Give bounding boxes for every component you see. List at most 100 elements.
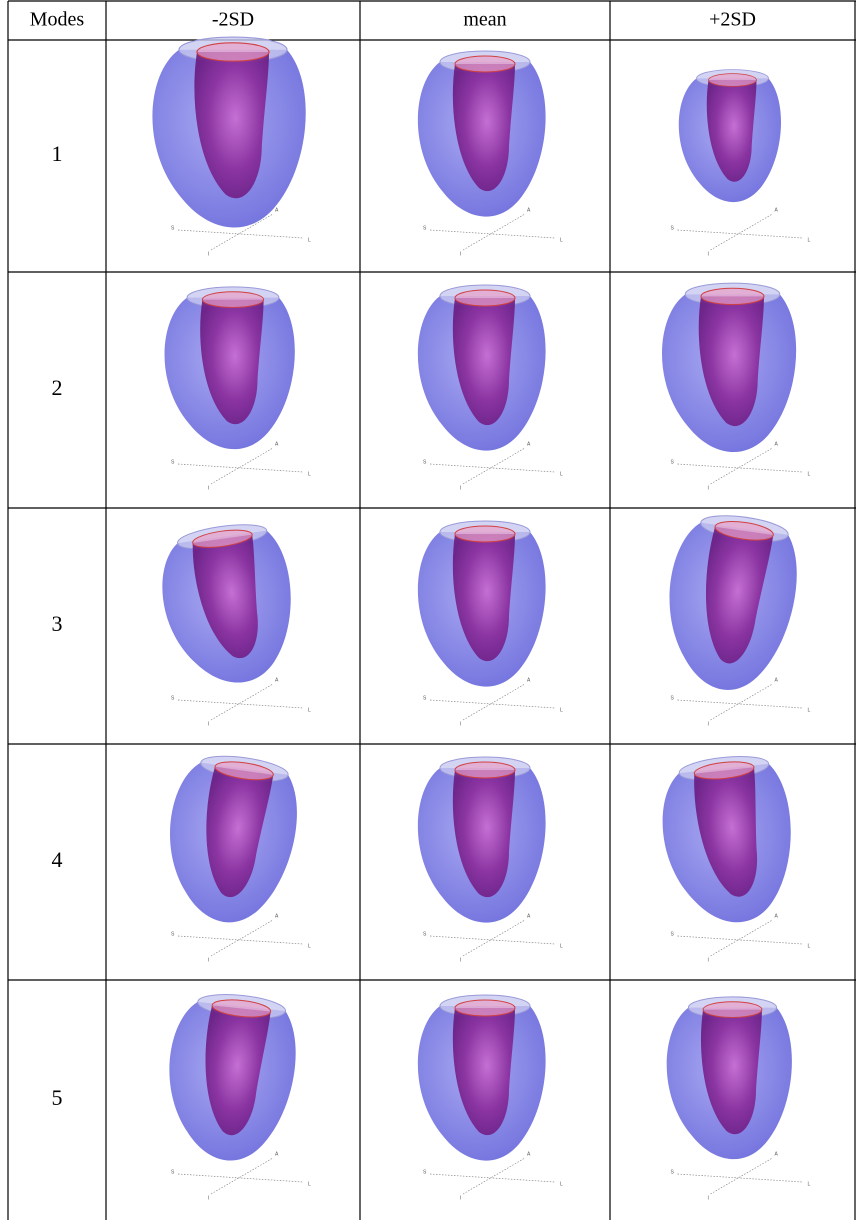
axis-letter: A bbox=[775, 677, 779, 683]
axis-letter: A bbox=[527, 1151, 531, 1157]
heart-render bbox=[662, 283, 796, 452]
heart-render bbox=[667, 997, 792, 1159]
inner-rim bbox=[455, 526, 515, 542]
axis-letter: L bbox=[560, 943, 563, 949]
axis-letter: I bbox=[708, 957, 709, 963]
inner-rim bbox=[202, 292, 263, 308]
axis-line bbox=[678, 1174, 803, 1182]
axis-letter: A bbox=[527, 677, 531, 683]
axis-line bbox=[678, 230, 803, 238]
axis-letter: I bbox=[460, 485, 461, 491]
axis-letter: A bbox=[775, 441, 779, 447]
axis-letter: A bbox=[527, 441, 531, 447]
heart-render bbox=[418, 995, 546, 1161]
axis-letter: L bbox=[308, 1181, 311, 1187]
axis-letter: L bbox=[308, 471, 311, 477]
heart-render bbox=[160, 989, 302, 1167]
axis-line bbox=[463, 920, 525, 956]
axis-letter: A bbox=[775, 1151, 779, 1157]
axis-line bbox=[463, 214, 525, 250]
column-header: +2SD bbox=[709, 9, 756, 31]
axis-line bbox=[430, 700, 555, 708]
axis-letter: I bbox=[460, 1195, 461, 1201]
mode-label: 2 bbox=[52, 375, 63, 400]
inner-rim bbox=[701, 288, 764, 304]
heart-render bbox=[158, 749, 305, 930]
heart-render bbox=[165, 287, 295, 449]
axis-line bbox=[463, 448, 525, 484]
heart-render bbox=[418, 51, 546, 217]
axis-letter: I bbox=[208, 721, 209, 727]
axis-letter: A bbox=[275, 207, 279, 213]
inner-rim bbox=[455, 290, 515, 306]
axis-letter: I bbox=[708, 1195, 709, 1201]
axis-letter: I bbox=[208, 1195, 209, 1201]
axis-line bbox=[430, 1174, 555, 1182]
inner-rim bbox=[703, 1002, 762, 1018]
axis-line bbox=[463, 684, 525, 720]
axis-letter: S bbox=[671, 459, 675, 465]
axis-letter: I bbox=[460, 721, 461, 727]
figure-table: Modes-2SDmean+2SD1SLAISLAISLAI2SLAISLAIS… bbox=[0, 0, 856, 1220]
axis-letter: L bbox=[308, 943, 311, 949]
axis-letter: L bbox=[560, 1181, 563, 1187]
axis-letter: L bbox=[308, 237, 311, 243]
axis-letter: L bbox=[808, 1181, 811, 1187]
axis-letter: L bbox=[808, 237, 811, 243]
heart-render bbox=[656, 751, 800, 929]
heart-render bbox=[418, 521, 546, 687]
axis-letter: A bbox=[527, 913, 531, 919]
heart-render bbox=[418, 757, 546, 923]
axis-letter: S bbox=[671, 931, 675, 937]
axis-letter: A bbox=[775, 207, 779, 213]
axis-line bbox=[178, 464, 303, 472]
axis-letter: S bbox=[171, 459, 175, 465]
axis-letter: I bbox=[460, 251, 461, 257]
inner-rim bbox=[197, 43, 269, 61]
axis-letter: A bbox=[527, 207, 531, 213]
axis-letter: L bbox=[308, 707, 311, 713]
axis-line bbox=[211, 1158, 273, 1194]
axis-line bbox=[178, 936, 303, 944]
axis-letter: S bbox=[423, 931, 427, 937]
mode-label: 1 bbox=[52, 141, 63, 166]
axis-letter: L bbox=[560, 237, 563, 243]
column-header: mean bbox=[463, 9, 506, 31]
mode-label: 4 bbox=[52, 847, 63, 872]
axis-letter: A bbox=[275, 1151, 279, 1157]
axis-letter: S bbox=[423, 225, 427, 231]
axis-line bbox=[711, 1158, 773, 1194]
axis-letter: I bbox=[708, 721, 709, 727]
axis-letter: I bbox=[708, 251, 709, 257]
mode-label: 3 bbox=[52, 611, 63, 636]
axis-letter: L bbox=[808, 707, 811, 713]
axis-letter: S bbox=[423, 695, 427, 701]
axis-line bbox=[711, 684, 773, 720]
mode-label: 5 bbox=[52, 1085, 63, 1110]
axis-letter: I bbox=[460, 957, 461, 963]
inner-rim bbox=[709, 74, 757, 87]
axis-line bbox=[178, 1174, 303, 1182]
inner-rim bbox=[455, 56, 515, 72]
axis-letter: A bbox=[775, 913, 779, 919]
axis-line bbox=[430, 936, 555, 944]
heart-render bbox=[154, 518, 302, 692]
axis-letter: L bbox=[808, 471, 811, 477]
axis-letter: I bbox=[208, 957, 209, 963]
axis-letter: S bbox=[171, 225, 175, 231]
axis-line bbox=[211, 920, 273, 956]
axis-letter: I bbox=[208, 485, 209, 491]
axis-line bbox=[711, 214, 773, 250]
heart-render bbox=[152, 37, 305, 227]
axis-letter: L bbox=[560, 471, 563, 477]
axis-letter: S bbox=[671, 225, 675, 231]
axis-line bbox=[178, 700, 303, 708]
axis-line bbox=[211, 448, 273, 484]
axis-letter: S bbox=[171, 931, 175, 937]
axis-line bbox=[678, 464, 803, 472]
axis-line bbox=[678, 936, 803, 944]
axis-letter: L bbox=[560, 707, 563, 713]
axis-letter: S bbox=[171, 695, 175, 701]
heart-render bbox=[657, 508, 805, 698]
axis-letter: S bbox=[423, 459, 427, 465]
